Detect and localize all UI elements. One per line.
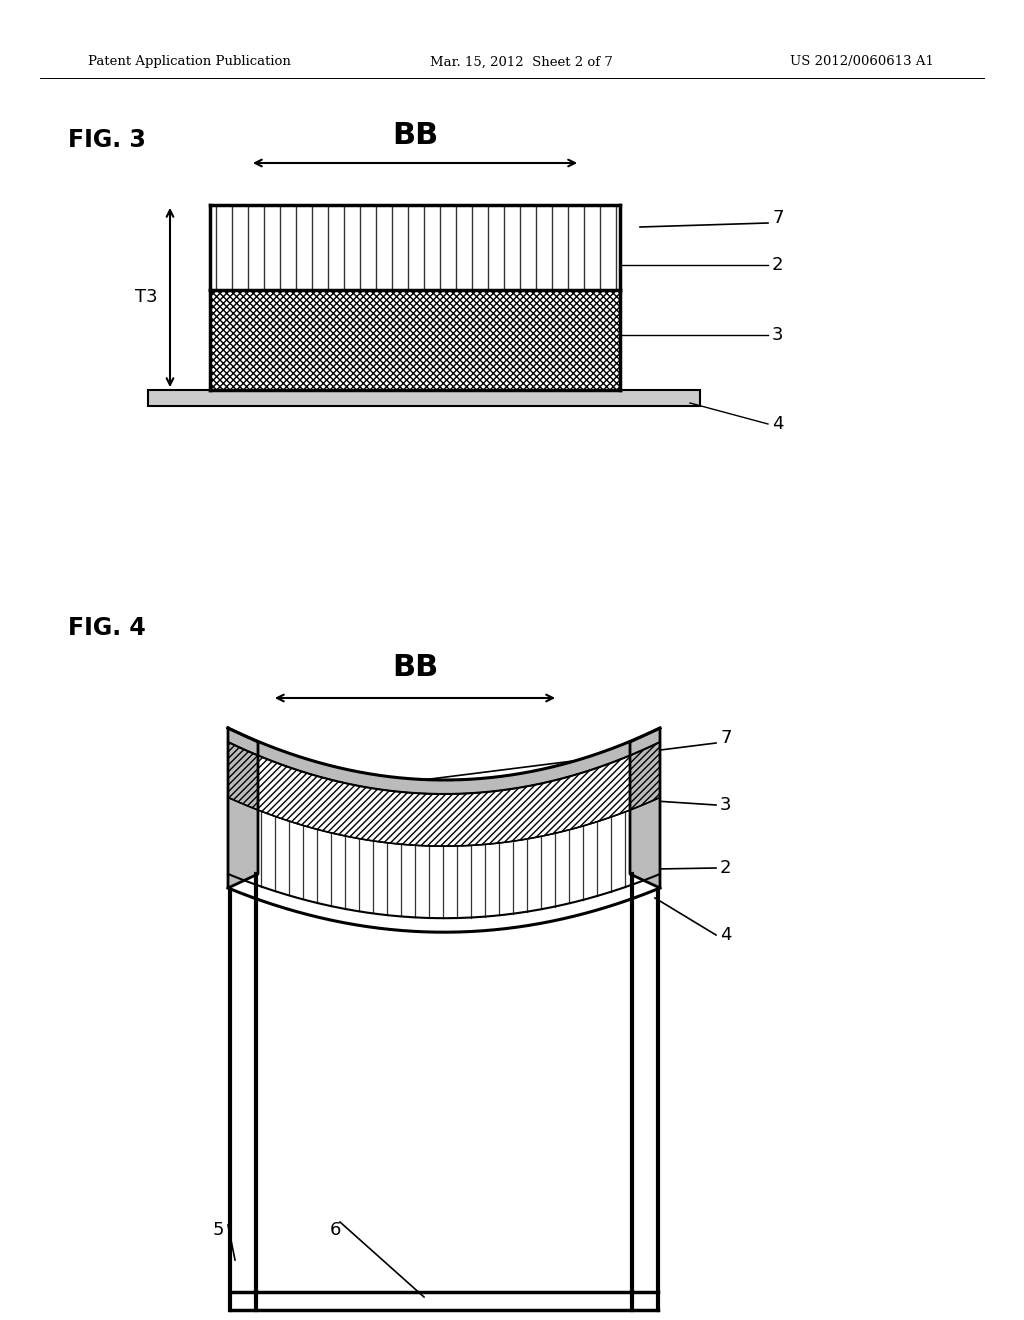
Polygon shape — [228, 729, 660, 795]
Text: 6: 6 — [330, 1221, 341, 1239]
Bar — [210, 205, 620, 290]
Text: BB: BB — [392, 120, 438, 149]
Text: 7: 7 — [772, 209, 783, 227]
Text: 3: 3 — [720, 796, 731, 814]
Text: 5: 5 — [213, 1221, 224, 1239]
Text: 4: 4 — [772, 414, 783, 433]
Text: BB: BB — [392, 653, 438, 682]
Text: 4: 4 — [720, 927, 731, 944]
Bar — [210, 290, 620, 389]
Polygon shape — [228, 797, 660, 919]
Text: 7: 7 — [720, 729, 731, 747]
Text: T3: T3 — [135, 289, 158, 306]
Polygon shape — [630, 729, 660, 888]
Text: 2: 2 — [720, 859, 731, 876]
Text: 2: 2 — [772, 256, 783, 275]
Text: Mar. 15, 2012  Sheet 2 of 7: Mar. 15, 2012 Sheet 2 of 7 — [430, 55, 613, 69]
Polygon shape — [228, 742, 660, 919]
Polygon shape — [228, 874, 660, 932]
Bar — [148, 389, 700, 407]
Polygon shape — [228, 729, 258, 888]
Text: US 2012/0060613 A1: US 2012/0060613 A1 — [790, 55, 934, 69]
Text: FIG. 4: FIG. 4 — [68, 616, 145, 640]
Polygon shape — [228, 742, 660, 846]
Text: Patent Application Publication: Patent Application Publication — [88, 55, 291, 69]
Bar — [210, 290, 620, 389]
Text: 3: 3 — [772, 326, 783, 345]
Text: FIG. 3: FIG. 3 — [68, 128, 145, 152]
